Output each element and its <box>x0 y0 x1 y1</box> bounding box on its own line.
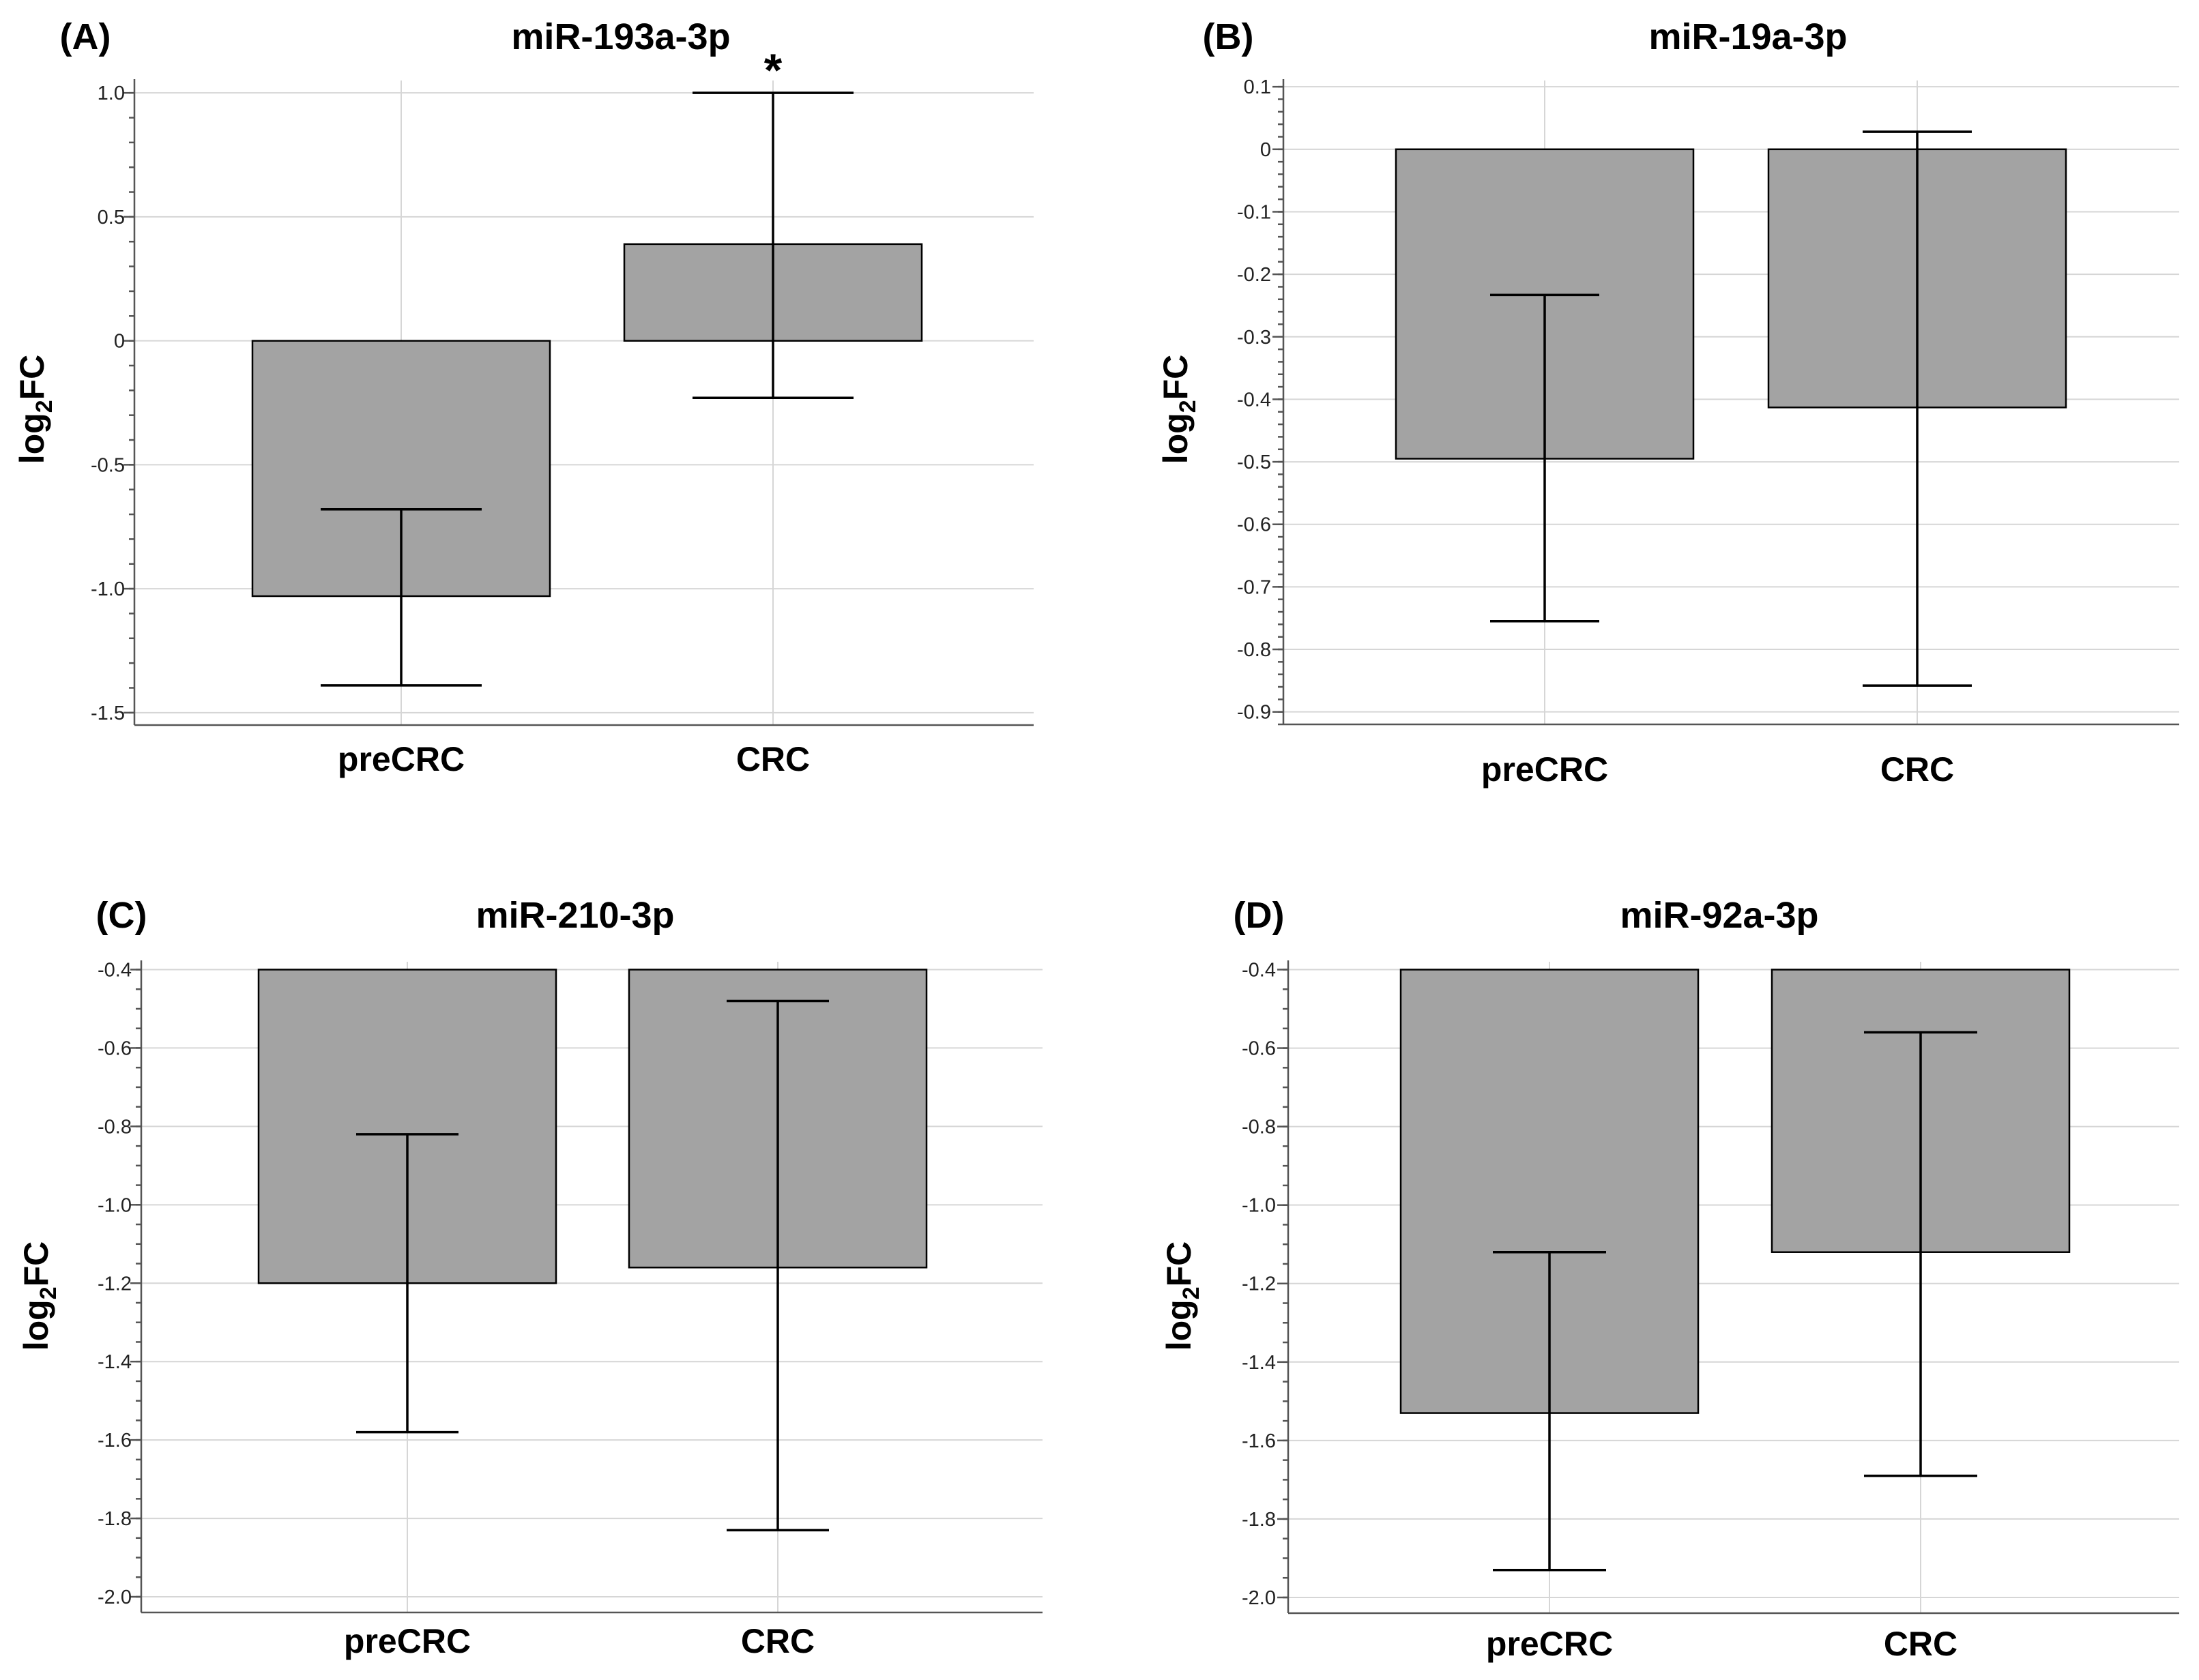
y-axis-label: log2FC <box>17 1241 61 1351</box>
y-tick-label: -1.2 <box>98 1273 132 1295</box>
x-tick-label: CRC <box>1884 1625 1957 1663</box>
y-axis-label-log: log <box>17 1299 55 1351</box>
y-tick-label: -0.4 <box>98 959 132 981</box>
y-tick-label: 0.1 <box>1244 76 1271 98</box>
error-bar-precrc <box>1493 1250 1606 1572</box>
x-tick-label: preCRC <box>1486 1625 1613 1663</box>
y-tick-label: -1.4 <box>1242 1352 1276 1374</box>
chart-panel-d: -0.4 -0.6 -0.8 -1.0 -1.2 -1.4 -1.6 -1.8 -2.0 preC… <box>1160 895 2179 1663</box>
panel-letter: (C) <box>96 895 147 936</box>
y-axis-label-subscript: 2 <box>1178 1286 1204 1299</box>
y-axis-label-fc: FC <box>13 355 51 400</box>
y-tick-label: 0 <box>114 331 125 353</box>
chart-panel-b: 0.1 0 -0.1 -0.2 -0.3 -0.4 -0.5 -0.6 -0.7 -0.8 -0.9… <box>1156 16 2179 789</box>
y-axis-label: log2FC <box>1156 355 1201 465</box>
y-tick-label: -1.8 <box>98 1508 132 1530</box>
y-tick-label: -0.1 <box>1237 201 1271 223</box>
y-tick-label: -1.5 <box>91 703 125 724</box>
y-tick-label: -0.8 <box>1237 639 1271 661</box>
y-tick-label: -0.6 <box>98 1037 132 1059</box>
y-tick-label: -0.8 <box>1242 1117 1276 1138</box>
y-tick-label: -0.7 <box>1237 576 1271 598</box>
chart-panel-a: 1.0 0.5 0 -0.5 -1.0 -1.5 preCRC * CRC (A) miR-193a… <box>13 16 1034 778</box>
y-axis-label: log2FC <box>13 355 57 465</box>
panel-title: miR-193a-3p <box>511 16 730 57</box>
error-bar-precrc <box>1490 293 1599 623</box>
y-tick-label: -1.2 <box>1242 1273 1276 1295</box>
chart-panel-c: -0.4 -0.6 -0.8 -1.0 -1.2 -1.4 -1.6 -1.8 -2.0 preC… <box>17 895 1043 1660</box>
y-tick-label: -0.9 <box>1237 702 1271 724</box>
x-tick-label: CRC <box>1880 750 1954 789</box>
y-tick-label: -0.6 <box>1237 514 1271 536</box>
y-tick-label: 0 <box>1260 139 1271 161</box>
y-axis-label-subscript: 2 <box>35 1286 61 1299</box>
y-tick-label: -1.4 <box>98 1351 132 1373</box>
x-tick-label: preCRC <box>344 1622 471 1660</box>
error-bar-crc <box>1864 1031 1977 1477</box>
y-axis-label-subscript: 2 <box>1175 400 1201 413</box>
y-axis-label: log2FC <box>1160 1241 1204 1351</box>
error-bar-precrc <box>321 508 482 687</box>
y-tick-label: 0.5 <box>98 207 125 229</box>
y-tick-label: -1.0 <box>98 1194 132 1216</box>
error-bar-crc <box>1863 130 1972 687</box>
panel-title: miR-19a-3p <box>1648 16 1847 57</box>
y-tick-label: -0.5 <box>91 454 125 476</box>
y-tick-label: -0.4 <box>1237 389 1271 411</box>
y-tick-label: -0.6 <box>1242 1038 1276 1060</box>
y-tick-label: -2.0 <box>1242 1587 1276 1609</box>
y-tick-label: -0.2 <box>1237 264 1271 286</box>
y-tick-label: -1.8 <box>1242 1509 1276 1531</box>
y-tick-label: 1.0 <box>98 83 125 104</box>
x-tick-label: CRC <box>736 740 810 778</box>
y-tick-label: -0.5 <box>1237 452 1271 473</box>
panel-letter: (D) <box>1234 895 1285 936</box>
panel-title: miR-210-3p <box>476 895 674 936</box>
y-tick-label: -0.8 <box>98 1116 132 1138</box>
y-tick-label: -0.4 <box>1242 960 1276 982</box>
y-axis-label-subscript: 2 <box>31 400 57 413</box>
panel-letter: (B) <box>1203 16 1254 57</box>
y-axis-label-fc: FC <box>1160 1241 1198 1287</box>
y-tick-label: -0.3 <box>1237 327 1271 349</box>
y-tick-label: -1.6 <box>98 1430 132 1451</box>
y-tick-label: -2.0 <box>98 1587 132 1608</box>
x-tick-label: CRC <box>741 1622 815 1660</box>
y-axis-label-log: log <box>1156 413 1195 464</box>
y-tick-label: -1.6 <box>1242 1430 1276 1452</box>
panel-title: miR-92a-3p <box>1620 895 1818 936</box>
error-bar-crc <box>693 91 854 399</box>
y-axis-label-fc: FC <box>17 1241 55 1287</box>
error-bar-precrc <box>356 1133 458 1434</box>
y-axis-label-log: log <box>13 413 51 464</box>
y-axis-label-fc: FC <box>1156 355 1195 400</box>
x-tick-label: preCRC <box>338 740 465 778</box>
x-tick-label: preCRC <box>1481 750 1608 789</box>
error-bar-crc <box>727 999 829 1532</box>
significance-star: * <box>764 44 783 96</box>
y-tick-label: -1.0 <box>1242 1195 1276 1217</box>
y-axis-label-log: log <box>1160 1299 1198 1351</box>
y-tick-label: -1.0 <box>91 578 125 600</box>
panel-letter: (A) <box>60 16 111 57</box>
